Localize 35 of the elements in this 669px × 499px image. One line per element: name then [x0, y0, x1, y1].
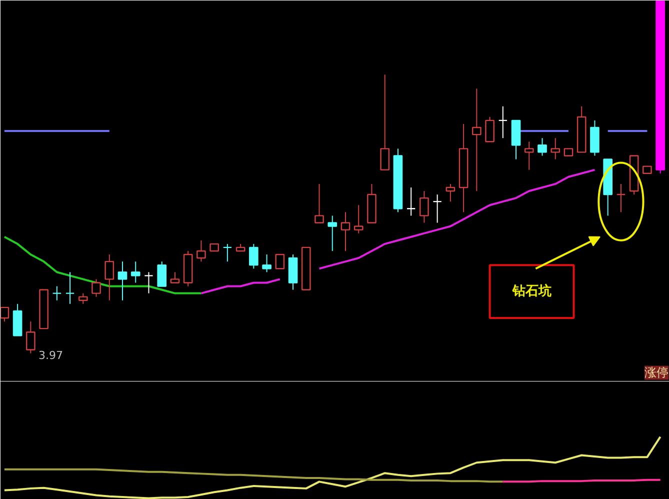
- candlestick: [472, 88, 482, 192]
- candlestick: [104, 254, 114, 301]
- candlestick: [249, 243, 258, 270]
- candlestick: [222, 243, 232, 262]
- candlestick: [485, 116, 494, 142]
- candlestick: [550, 138, 560, 160]
- candlestick: [432, 194, 442, 224]
- candlestick: [538, 138, 547, 156]
- candlestick: [26, 321, 36, 354]
- annotation: 钻石坑: [511, 283, 552, 300]
- candlestick: [275, 254, 285, 270]
- candlestick: [157, 261, 167, 287]
- candlestick: [340, 212, 350, 252]
- candlestick: [354, 204, 364, 234]
- candlestick: [170, 272, 180, 284]
- candlestick: [420, 190, 429, 224]
- candlestick: [314, 183, 324, 224]
- candlestick: [498, 106, 508, 139]
- candlestick: [616, 183, 626, 213]
- candlestick: [92, 278, 101, 298]
- candlestick: [144, 272, 154, 294]
- candlestick: [524, 141, 534, 170]
- text: 涨停: [644, 366, 668, 380]
- candlestick: [78, 292, 88, 304]
- candlestick: [380, 74, 390, 170]
- candlestick: [196, 240, 206, 262]
- candlestick: [446, 183, 456, 202]
- candlestick: [328, 215, 338, 252]
- candlestick: [130, 261, 140, 284]
- candlestick: [65, 272, 75, 304]
- candlestick: [262, 254, 272, 273]
- candlestick: [118, 261, 128, 301]
- candlestick: [52, 286, 62, 301]
- candlestick: [406, 186, 416, 216]
- annotation: 3.97: [38, 349, 64, 362]
